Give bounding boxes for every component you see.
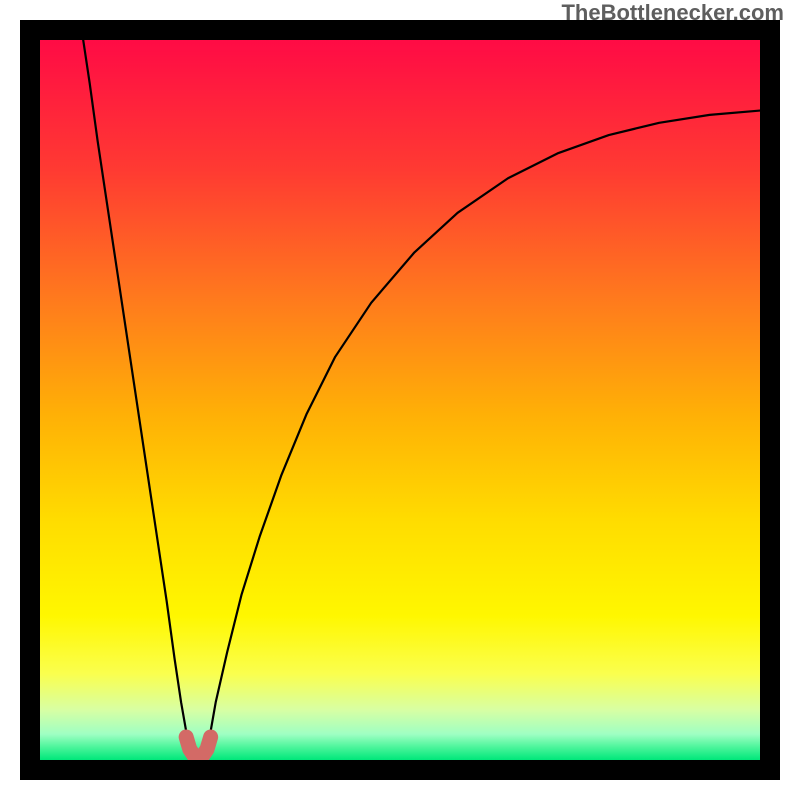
chart-svg	[0, 0, 800, 800]
chart-frame	[0, 0, 800, 800]
watermark-text: TheBottlenecker.com	[561, 0, 784, 26]
gradient-background	[40, 40, 760, 760]
